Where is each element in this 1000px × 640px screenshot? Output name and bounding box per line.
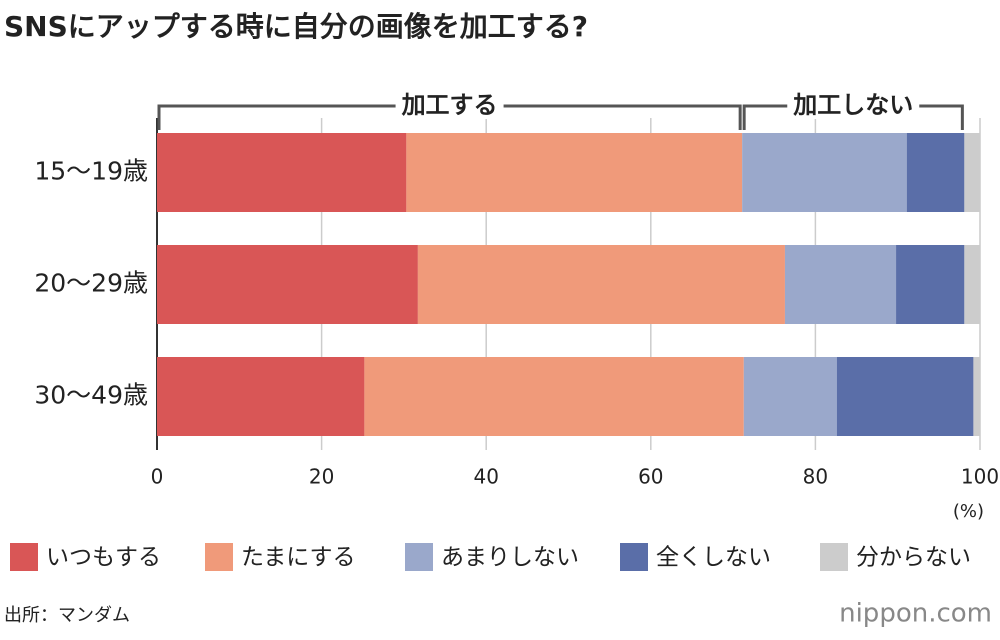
bar-segment	[906, 133, 965, 212]
legend-label: いつもする	[46, 545, 161, 571]
legend-label: 分からない	[856, 545, 971, 571]
bar-segment	[784, 245, 897, 324]
bar-segment	[964, 133, 980, 212]
x-tick-label: 40	[473, 465, 498, 489]
bar-segment	[157, 133, 407, 212]
annotation-bg	[787, 91, 920, 119]
legend-swatch	[820, 543, 848, 571]
bar-segment	[743, 357, 837, 436]
bar-segment	[896, 245, 965, 324]
x-unit: (%)	[953, 501, 984, 522]
bar-segment	[836, 357, 974, 436]
bar-segment	[406, 133, 743, 212]
chart-title: SNSにアップする時に自分の画像を加工する?	[4, 10, 588, 43]
x-tick-label: 0	[151, 465, 164, 489]
bar-segment	[742, 133, 907, 212]
x-tick-label: 20	[309, 465, 334, 489]
bar-segment	[364, 357, 744, 436]
bar-segment	[157, 357, 365, 436]
y-tick-label: 20〜29歳	[34, 269, 148, 298]
y-tick-label: 30〜49歳	[34, 381, 148, 410]
legend-label: あまりしない	[441, 545, 579, 571]
legend-label: 全くしない	[656, 545, 771, 571]
bar-segment	[973, 357, 980, 436]
legend-swatch	[405, 543, 433, 571]
legend-swatch	[205, 543, 233, 571]
x-tick-label: 80	[803, 465, 828, 489]
logo: nippon.com	[839, 599, 992, 629]
legend-swatch	[620, 543, 648, 571]
source: 出所：マンダム	[4, 605, 130, 626]
annotation-bg	[395, 91, 504, 119]
annotation: 加工しない	[793, 91, 913, 119]
legend-swatch	[10, 543, 38, 571]
bar-segment	[157, 245, 418, 324]
legend-label: たまにする	[241, 545, 356, 571]
y-tick-label: 15〜19歳	[34, 157, 148, 186]
x-tick-label: 100	[961, 465, 999, 489]
annotation: 加工する	[402, 91, 498, 119]
x-tick-label: 60	[638, 465, 663, 489]
bar-segment	[417, 245, 785, 324]
bar-segment	[964, 245, 980, 324]
